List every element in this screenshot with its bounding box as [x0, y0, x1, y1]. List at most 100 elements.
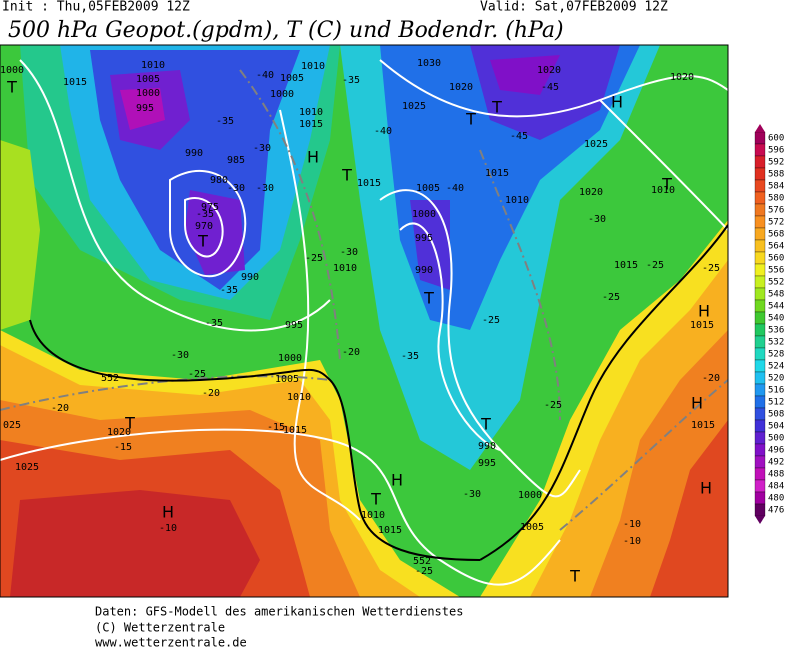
colorbar-label: 476: [768, 506, 784, 516]
contour-label: 1015: [485, 168, 509, 179]
isobar: [169, 169, 247, 278]
colorbar-label: 516: [768, 386, 784, 396]
colorbar-label: 508: [768, 410, 784, 420]
contour-label: 990: [415, 265, 433, 276]
contour-label: 1020: [537, 65, 561, 76]
pressure-center: T: [341, 166, 352, 185]
colorbar-swatch: [754, 455, 766, 469]
colorbar-swatch: [754, 467, 766, 481]
contour-label: 1000: [270, 89, 294, 100]
colorbar-swatch: [754, 479, 766, 493]
isobar: [379, 189, 581, 498]
colorbar-label: 580: [768, 194, 784, 204]
colorbar-swatch: [754, 167, 766, 181]
isobar: [0, 428, 561, 586]
footer-line: Daten: GFS-Modell des amerikanischen Wet…: [95, 605, 463, 619]
colorbar-label: 588: [768, 170, 784, 180]
colorbar-cap: [755, 516, 765, 524]
contour-label: -30: [171, 350, 189, 361]
contour-label: -30: [588, 214, 606, 225]
contour-label: 990: [185, 148, 203, 159]
contour-label: 995: [478, 458, 496, 469]
colorbar-swatch: [754, 299, 766, 313]
pressure-center: T: [124, 414, 135, 433]
pressure-center: H: [391, 471, 403, 490]
contour-label: -25: [305, 253, 323, 264]
contour-label: -25: [602, 292, 620, 303]
contour-label: -10: [159, 523, 177, 534]
pressure-center: T: [491, 98, 502, 117]
pressure-center: H: [691, 394, 703, 413]
colorbar-label: 560: [768, 254, 784, 264]
contour-label: 1010: [141, 60, 165, 71]
contour-label: 1000: [0, 65, 24, 76]
colorbar-label: 496: [768, 446, 784, 456]
contour-label: -35: [401, 351, 419, 362]
contour-label: -40: [256, 70, 274, 81]
contour-label: 1000: [136, 88, 160, 99]
contour-label: 1010: [651, 185, 675, 196]
contour-label: -20: [702, 373, 720, 384]
colorbar-label: 524: [768, 362, 784, 372]
contour-label: -25: [188, 369, 206, 380]
colorbar-label: 488: [768, 470, 784, 480]
contour-label: 1015: [63, 77, 87, 88]
contour-label: 1010: [299, 107, 323, 118]
contour-label: 1010: [301, 61, 325, 72]
contour-label: -45: [510, 131, 528, 142]
colorbar-swatch: [754, 131, 766, 145]
contour-label: -35: [220, 285, 238, 296]
colorbar-label: 500: [768, 434, 784, 444]
contour-label: 970: [195, 221, 213, 232]
colorbar-label: 572: [768, 218, 784, 228]
contour-label: 980: [210, 175, 228, 186]
colorbar-swatch: [754, 503, 766, 517]
contour-label: -25: [415, 566, 433, 577]
colorbar-swatch: [754, 203, 766, 217]
pressure-center: T: [197, 232, 208, 251]
contour-label: 1000: [518, 490, 542, 501]
contour-label: 995: [136, 103, 154, 114]
contour-label: 1025: [584, 139, 608, 150]
contour-label: -20: [202, 388, 220, 399]
isobar: [399, 222, 501, 451]
valid-text: Valid: Sat,07FEB2009 12Z: [480, 0, 668, 15]
contour-label: 1000: [412, 209, 436, 220]
colorbar-label: 556: [768, 266, 784, 276]
colorbar-label: 480: [768, 494, 784, 504]
pressure-center: H: [698, 302, 710, 321]
colorbar-swatch: [754, 335, 766, 349]
contour-label: 990: [478, 441, 496, 452]
colorbar-swatch: [754, 215, 766, 229]
isobar: [279, 109, 361, 521]
isobars: [0, 59, 728, 586]
contour-label: 995: [415, 233, 433, 244]
colorbar-label: 540: [768, 314, 784, 324]
contour: [29, 319, 481, 561]
contour-label: 1005: [520, 522, 544, 533]
colorbar-label: 520: [768, 374, 784, 384]
zone: [0, 140, 40, 330]
colorbar-label: 564: [768, 242, 784, 252]
pressure-center: H: [700, 479, 712, 498]
contour-label: 975: [201, 202, 219, 213]
contour-label: 025: [3, 420, 21, 431]
contour-label: 1015: [357, 178, 381, 189]
map-frame: [0, 44, 729, 598]
contour-label: -25: [646, 260, 664, 271]
contour-label: 1005: [280, 73, 304, 84]
colorbar-swatch: [754, 395, 766, 409]
colorbar-swatch: [754, 155, 766, 169]
colorbar-label: 512: [768, 398, 784, 408]
colorbar-label: 532: [768, 338, 784, 348]
zone: [10, 490, 260, 597]
contour-label: -30: [463, 489, 481, 500]
contour-label: 1005: [416, 183, 440, 194]
isotherm: [479, 149, 561, 421]
contour-label: 1000: [278, 353, 302, 364]
colorbar-swatch: [754, 443, 766, 457]
pressure-center: H: [162, 503, 174, 522]
